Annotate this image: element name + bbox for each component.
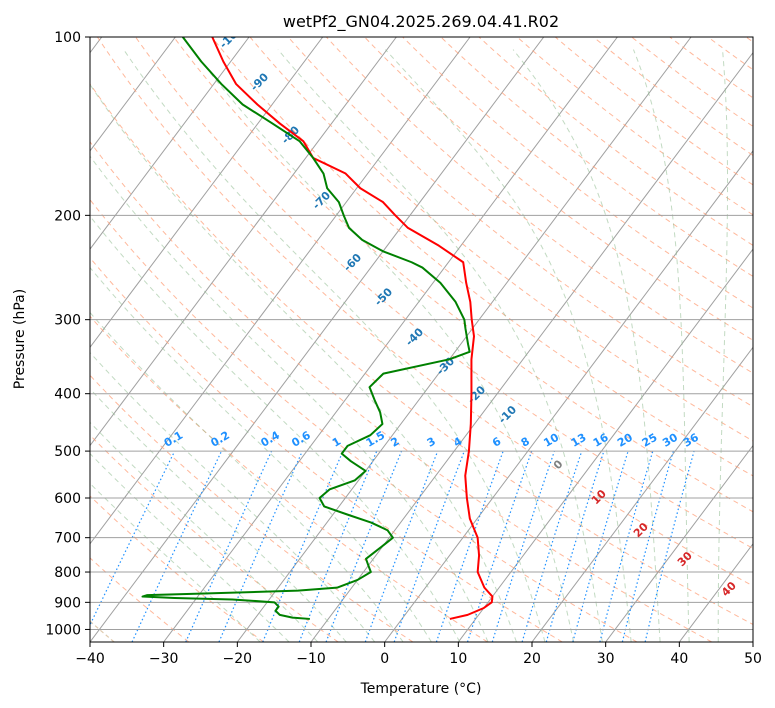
y-tick-label: 700 xyxy=(54,531,81,547)
x-tick-label: 50 xyxy=(744,651,762,667)
y-tick-label: 900 xyxy=(54,595,81,611)
temperature-profile-line xyxy=(211,37,494,620)
dry-adiabat-line xyxy=(364,37,753,341)
mixing-ratio-line xyxy=(435,450,504,642)
moist-adiabat-line xyxy=(277,49,603,642)
isotherm-line xyxy=(310,51,753,642)
y-tick-label: 200 xyxy=(54,208,81,224)
mixing-ratio-line xyxy=(644,450,695,642)
moist-adiabat-line xyxy=(717,49,729,642)
x-tick-label: 30 xyxy=(597,651,615,667)
moist-adiabat-line xyxy=(385,49,632,642)
sounding-profiles xyxy=(141,37,494,620)
x-axis: −40 −30 −20 −10 0 10 20 30 40 50 xyxy=(75,642,762,667)
moist-adiabat-line xyxy=(90,215,461,642)
isotherm-line xyxy=(90,37,324,349)
x-tick-label: 40 xyxy=(670,651,688,667)
x-tick-label: −30 xyxy=(149,651,179,667)
dry-adiabat-line xyxy=(90,198,638,642)
mixing-ratio-lines xyxy=(90,450,695,642)
moist-adiabat-line xyxy=(191,49,575,642)
moist-adiabat-line xyxy=(90,421,319,642)
chart-title: wetPf2_GN04.2025.269.04.41.R02 xyxy=(283,12,559,32)
moist-adiabat-line xyxy=(90,83,517,642)
isobar-gridlines xyxy=(90,37,753,630)
dry-adiabat-line xyxy=(287,37,753,408)
isotherm-line xyxy=(236,37,692,642)
x-tick-label: 0 xyxy=(380,651,389,667)
isotherm-line xyxy=(90,37,545,642)
dry-adiabat-line xyxy=(90,83,753,625)
moist-adiabat-line xyxy=(512,49,661,642)
y-tick-label: 600 xyxy=(54,491,81,507)
dry-adiabat-line xyxy=(554,37,753,186)
x-tick-label: −40 xyxy=(75,651,105,667)
mixing-ratio-line xyxy=(185,450,273,642)
dry-adiabat-line xyxy=(90,434,339,642)
mixing-ratio-line xyxy=(545,450,605,642)
isotherm-line xyxy=(90,37,471,545)
mixing-ratio-line xyxy=(491,450,555,642)
y-tick-label: 300 xyxy=(54,313,81,329)
isotherm-line xyxy=(605,444,753,642)
moist-adiabat-line xyxy=(123,49,546,642)
moist-adiabat-line xyxy=(90,311,404,642)
y-axis: 1000 900 800 700 600 500 400 300 200 100 xyxy=(45,30,90,638)
dry-adiabat-line xyxy=(249,37,753,442)
y-tick-label: 500 xyxy=(54,444,81,460)
mixing-ratio-line xyxy=(131,450,223,642)
isotherm-line xyxy=(457,248,753,642)
isotherm-line xyxy=(90,37,250,250)
isotherm-line xyxy=(90,37,397,447)
moist-adiabat-line xyxy=(90,266,432,642)
moist-adiabat-line xyxy=(90,351,376,642)
x-tick-label: −10 xyxy=(296,651,326,667)
mixing-ratio-line xyxy=(572,450,629,642)
plot-frame xyxy=(89,36,754,643)
dry-adiabat-line xyxy=(90,374,414,642)
dewpoint-profile-line xyxy=(141,37,471,620)
isotherm-line xyxy=(90,37,176,152)
moist-adiabat-line xyxy=(90,482,261,642)
moist-adiabat-line xyxy=(90,155,489,642)
isotherm-line xyxy=(531,346,753,642)
y-axis-label: Pressure (hPa) xyxy=(12,289,28,389)
mixing-ratio-line xyxy=(521,450,583,642)
x-axis-label: Temperature (°C) xyxy=(360,681,482,697)
dry-adiabat-line xyxy=(325,37,753,374)
dry-adiabat-line xyxy=(173,37,753,513)
dry-adiabat-line xyxy=(402,37,753,309)
dry-adiabat-line xyxy=(135,37,753,549)
moist-adiabat-lines xyxy=(90,49,729,642)
moist-adiabat-line xyxy=(90,452,290,642)
mixing-ratio-line xyxy=(218,450,303,642)
isotherm-lines xyxy=(90,37,753,642)
plot-area: 0.10.20.40.611.52346810131620253036-100-… xyxy=(90,37,753,642)
moist-adiabat-line xyxy=(90,388,347,642)
moist-adiabat-line xyxy=(633,49,690,642)
mixing-ratio-line xyxy=(599,450,654,642)
y-tick-label: 100 xyxy=(54,30,81,46)
mixing-ratio-line xyxy=(262,450,344,642)
mixing-ratio-line xyxy=(621,450,674,642)
x-tick-label: −20 xyxy=(223,651,253,667)
isotherm-line xyxy=(163,37,618,642)
y-tick-label: 400 xyxy=(54,387,81,403)
mixing-ratio-line xyxy=(90,450,176,627)
y-tick-label: 800 xyxy=(54,565,81,581)
mixing-ratio-line xyxy=(393,450,465,642)
y-tick-label: 1000 xyxy=(45,622,81,638)
dry-adiabat-line xyxy=(96,37,753,587)
x-tick-label: 20 xyxy=(523,651,541,667)
dry-adiabat-line xyxy=(90,140,712,642)
isotherm-line xyxy=(384,150,753,642)
x-tick-label: 10 xyxy=(449,651,467,667)
